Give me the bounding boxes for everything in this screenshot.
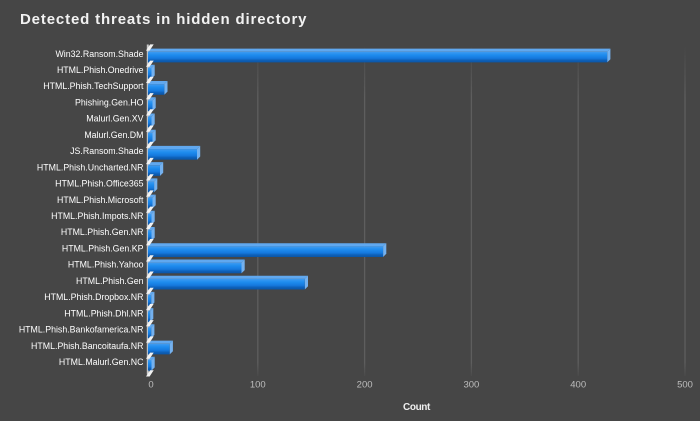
svg-text:Count: Count xyxy=(403,402,431,413)
svg-text:200: 200 xyxy=(357,380,373,391)
svg-text:HTML.Phish.Yahoo: HTML.Phish.Yahoo xyxy=(68,260,144,270)
svg-text:HTML.Phish.Gen.NR: HTML.Phish.Gen.NR xyxy=(61,227,144,237)
svg-text:500: 500 xyxy=(677,380,693,391)
svg-text:0: 0 xyxy=(148,380,153,391)
svg-text:Malurl.Gen.DM: Malurl.Gen.DM xyxy=(84,130,143,140)
svg-text:HTML.Phish.Gen.KP: HTML.Phish.Gen.KP xyxy=(62,243,144,253)
svg-text:HTML.Phish.Dhl.NR: HTML.Phish.Dhl.NR xyxy=(64,308,143,318)
svg-text:300: 300 xyxy=(463,380,479,391)
svg-text:HTML.Phish.Impots.NR: HTML.Phish.Impots.NR xyxy=(51,211,143,221)
svg-text:HTML.Phish.Bankofamerica.NR: HTML.Phish.Bankofamerica.NR xyxy=(19,325,144,335)
svg-text:HTML.Phish.Gen: HTML.Phish.Gen xyxy=(76,276,144,286)
svg-text:100: 100 xyxy=(250,380,266,391)
svg-text:HTML.Malurl.Gen.NC: HTML.Malurl.Gen.NC xyxy=(59,357,144,367)
svg-text:HTML.Phish.Uncharted.NR: HTML.Phish.Uncharted.NR xyxy=(37,162,144,172)
svg-text:400: 400 xyxy=(570,380,586,391)
svg-text:JS.Ransom.Shade: JS.Ransom.Shade xyxy=(70,146,143,156)
svg-text:HTML.Phish.Onedrive: HTML.Phish.Onedrive xyxy=(57,65,144,75)
svg-text:HTML.Phish.Dropbox.NR: HTML.Phish.Dropbox.NR xyxy=(44,292,143,302)
svg-text:Win32.Ransom.Shade: Win32.Ransom.Shade xyxy=(55,49,143,59)
svg-text:HTML.Phish.Microsoft: HTML.Phish.Microsoft xyxy=(57,195,144,205)
svg-text:HTML.Phish.Bancoitaufa.NR: HTML.Phish.Bancoitaufa.NR xyxy=(31,341,143,351)
svg-text:HTML.Phish.Office365: HTML.Phish.Office365 xyxy=(55,179,143,189)
svg-text:Malurl.Gen.XV: Malurl.Gen.XV xyxy=(86,114,143,124)
svg-text:HTML.Phish.TechSupport: HTML.Phish.TechSupport xyxy=(43,81,144,91)
svg-text:Phishing.Gen.HO: Phishing.Gen.HO xyxy=(75,98,144,108)
